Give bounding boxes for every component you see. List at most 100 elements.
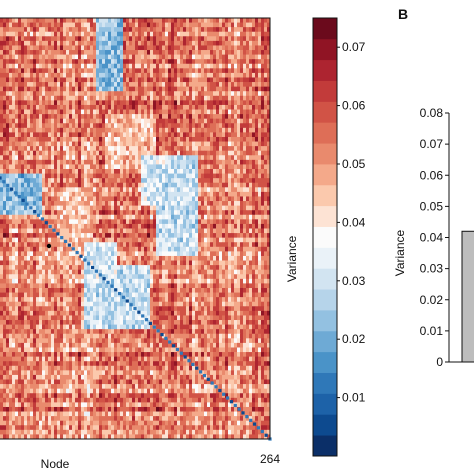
- heatmap-cell: [12, 54, 16, 60]
- heatmap-cell: [186, 182, 190, 188]
- heatmap-cell: [3, 265, 7, 271]
- heatmap-cell: [126, 104, 130, 110]
- heatmap-cell: [189, 123, 193, 129]
- heatmap-cell: [153, 72, 157, 78]
- heatmap-cell: [141, 237, 145, 243]
- heatmap-cell: [237, 127, 241, 133]
- heatmap-cell: [165, 205, 169, 211]
- heatmap-cell: [39, 146, 43, 152]
- heatmap-cell: [66, 127, 70, 133]
- heatmap-cell: [207, 155, 211, 161]
- heatmap-cell: [150, 27, 154, 33]
- heatmap-cell: [30, 95, 34, 101]
- heatmap-cell: [228, 260, 232, 266]
- heatmap-cell: [36, 36, 40, 42]
- heatmap-cell: [126, 210, 130, 216]
- heatmap-cell: [69, 146, 73, 152]
- heatmap-cell: [234, 82, 238, 87]
- heatmap-cell: [102, 59, 106, 65]
- heatmap-cell: [198, 233, 202, 239]
- heatmap-cell: [201, 132, 205, 138]
- heatmap-cell: [120, 164, 124, 170]
- heatmap-cell: [156, 196, 160, 202]
- heatmap-cell: [63, 95, 67, 101]
- heatmap-cell: [264, 86, 268, 92]
- heatmap-cell: [153, 27, 157, 33]
- heatmap-cell: [177, 18, 181, 23]
- heatmap-cell: [183, 104, 187, 110]
- heatmap-cell: [72, 210, 76, 216]
- heatmap-cell: [243, 50, 247, 55]
- heatmap-cell: [213, 31, 217, 37]
- heatmap-cell: [135, 214, 139, 220]
- heatmap-cell: [18, 27, 22, 33]
- heatmap-cell: [171, 77, 175, 83]
- heatmap-cell: [162, 72, 166, 78]
- heatmap-cell: [129, 18, 133, 23]
- heatmap-cell: [108, 205, 112, 211]
- heatmap-cell: [6, 50, 10, 55]
- heatmap-cell: [45, 91, 49, 97]
- heatmap-cell: [30, 86, 34, 92]
- heatmap-cell: [243, 118, 247, 124]
- heatmap-cell: [48, 123, 52, 129]
- heatmap-cell: [105, 187, 109, 193]
- heatmap-cell: [15, 214, 19, 220]
- heatmap-cell: [174, 223, 178, 229]
- heatmap-cell: [189, 187, 193, 193]
- heatmap-cell: [168, 63, 172, 69]
- heatmap-cell: [180, 173, 184, 179]
- heatmap-cell: [228, 104, 232, 110]
- heatmap-cell: [153, 54, 157, 60]
- heatmap-cell: [138, 228, 142, 234]
- heatmap-cell: [132, 136, 136, 142]
- heatmap-cell: [33, 255, 37, 261]
- heatmap-cell: [81, 255, 85, 261]
- heatmap-cell: [75, 50, 79, 55]
- heatmap-cell: [54, 68, 58, 74]
- heatmap-cell: [51, 223, 55, 229]
- heatmap-cell: [21, 36, 25, 42]
- heatmap-cell: [72, 155, 76, 161]
- heatmap-cell: [120, 169, 124, 174]
- heatmap-cell: [81, 196, 85, 202]
- heatmap-cell: [243, 127, 247, 133]
- heatmap-cell: [147, 191, 151, 197]
- heatmap-cell: [168, 159, 172, 165]
- heatmap-cell: [162, 31, 166, 37]
- heatmap-cell: [222, 233, 226, 239]
- heatmap-cell: [102, 150, 106, 156]
- heatmap-cell: [126, 251, 130, 257]
- heatmap-cell: [255, 141, 259, 147]
- heatmap-cell: [150, 68, 154, 74]
- heatmap-cell: [78, 228, 82, 234]
- heatmap-cell: [99, 242, 103, 248]
- heatmap-cell: [42, 18, 46, 23]
- heatmap-cell: [126, 173, 130, 179]
- heatmap-cell: [135, 182, 139, 188]
- heatmap-cell: [156, 59, 160, 65]
- heatmap-cell: [162, 191, 166, 197]
- heatmap-cell: [237, 18, 241, 23]
- heatmap-cell: [45, 141, 49, 147]
- heatmap-cell: [150, 72, 154, 78]
- heatmap-cell: [93, 36, 97, 42]
- heatmap-cell: [111, 45, 115, 51]
- heatmap-cell: [174, 104, 178, 110]
- heatmap-cell: [180, 31, 184, 37]
- heatmap-cell: [57, 141, 61, 147]
- heatmap-cell: [63, 59, 67, 65]
- heatmap-cell: [183, 150, 187, 156]
- heatmap-cell: [63, 251, 67, 257]
- heatmap-cell: [84, 201, 88, 206]
- heatmap-cell: [117, 86, 121, 92]
- heatmap-cell: [186, 169, 190, 174]
- heatmap-cell: [249, 54, 253, 60]
- heatmap-cell: [6, 251, 10, 257]
- heatmap-cell: [243, 63, 247, 69]
- heatmap-cell: [90, 146, 94, 152]
- heatmap-cell: [264, 54, 268, 60]
- heatmap-cell: [267, 246, 271, 252]
- heatmap-cell: [159, 164, 163, 170]
- heatmap-cell: [240, 91, 244, 97]
